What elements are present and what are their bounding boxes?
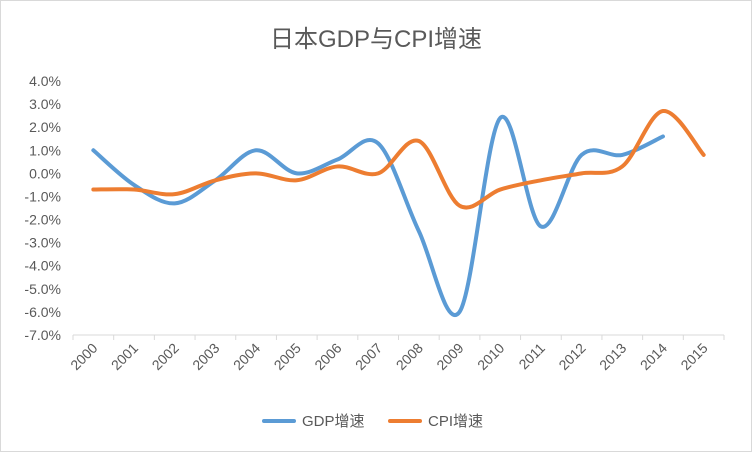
legend: GDP增速 CPI增速 bbox=[262, 413, 483, 430]
x-tick-label: 2010 bbox=[474, 340, 507, 373]
chart-title: 日本GDP与CPI增速 bbox=[270, 26, 482, 53]
series-lines bbox=[91, 109, 706, 317]
x-tick-label: 2012 bbox=[555, 340, 588, 373]
x-tick-label: 2014 bbox=[637, 340, 670, 373]
y-tick-label: 1.0% bbox=[29, 142, 61, 158]
x-tick-label: 2008 bbox=[393, 340, 426, 373]
x-tick-label: 2007 bbox=[352, 340, 385, 373]
axes: 4.0% 3.0% 2.0% 1.0% 0.0% -1.0% -2.0% -3.0% -4.0%… bbox=[24, 73, 725, 373]
y-tick-label: -2.0% bbox=[24, 212, 61, 228]
x-tick-label: 2000 bbox=[67, 340, 100, 373]
y-tick-label: -7.0% bbox=[24, 327, 61, 343]
y-tick-label: 3.0% bbox=[29, 96, 61, 112]
x-tick-label: 2002 bbox=[148, 340, 181, 373]
x-tick-label: 2001 bbox=[108, 340, 141, 373]
y-tick-label: 0.0% bbox=[29, 165, 61, 181]
x-tick-label: 2005 bbox=[271, 340, 304, 373]
x-tick-label: 2009 bbox=[433, 340, 466, 373]
x-tick-label: 2011 bbox=[515, 340, 548, 373]
legend-label: CPI增速 bbox=[428, 413, 483, 430]
y-tick-label: -1.0% bbox=[24, 188, 61, 204]
y-tick-label: 4.0% bbox=[29, 73, 61, 89]
x-tick-label: 2004 bbox=[230, 340, 263, 373]
y-tick-label: -3.0% bbox=[24, 235, 61, 251]
x-tick-label: 2015 bbox=[677, 340, 710, 373]
x-tick-label: 2003 bbox=[189, 340, 222, 373]
y-tick-label: -4.0% bbox=[24, 258, 61, 274]
y-tick-label: -6.0% bbox=[24, 304, 61, 320]
x-tick-label: 2013 bbox=[596, 340, 629, 373]
x-tick-label: 2006 bbox=[311, 340, 344, 373]
y-tick-label: 2.0% bbox=[29, 119, 61, 135]
legend-label: GDP增速 bbox=[302, 413, 365, 430]
y-tick-label: -5.0% bbox=[24, 281, 61, 297]
series-line bbox=[91, 109, 706, 210]
series-line bbox=[91, 114, 665, 317]
